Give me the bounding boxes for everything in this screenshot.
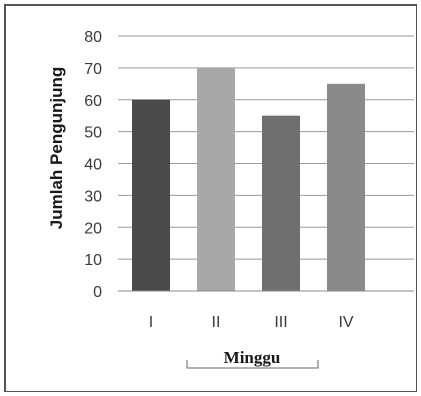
- y-tick-label: 60: [84, 93, 102, 110]
- y-tick-label: 20: [84, 220, 102, 237]
- x-tick-label: I: [149, 314, 153, 331]
- bar-II: [197, 67, 235, 291]
- bar-III: [262, 115, 300, 291]
- x-axis-label-bracket: [186, 360, 319, 369]
- y-axis-label: Jumlah Pengunjung: [47, 67, 66, 229]
- bars: [132, 67, 365, 291]
- y-tick-label: 80: [84, 29, 102, 46]
- y-axis-ticks: 0 10 20 30 40 50 60 70 80: [84, 29, 102, 301]
- x-axis-ticks: I II III IV: [149, 314, 354, 331]
- y-tick-label: 0: [93, 284, 102, 301]
- bar-IV: [327, 83, 365, 291]
- y-tick-label: 50: [84, 125, 102, 142]
- bar-I: [132, 99, 170, 291]
- x-tick-label: III: [274, 314, 287, 331]
- y-tick-label: 10: [84, 252, 102, 269]
- x-axis-label: Minggu: [224, 348, 281, 367]
- y-tick-label: 30: [84, 188, 102, 205]
- y-tick-label: 40: [84, 157, 102, 174]
- x-tick-label: II: [212, 314, 221, 331]
- x-tick-label: IV: [338, 314, 353, 331]
- y-tick-label: 70: [84, 61, 102, 78]
